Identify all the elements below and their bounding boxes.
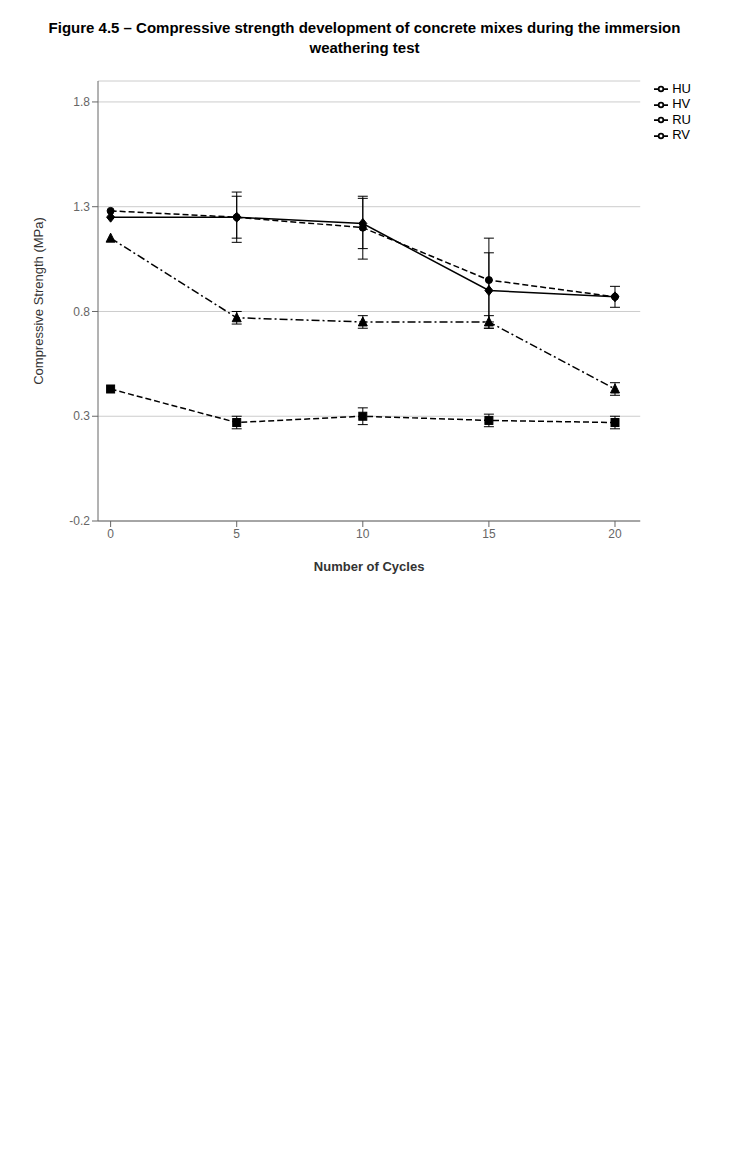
- html-text:Figure 4.5 – Compressive stren: Figure 4.5 – Compressive strength develo…: [48, 19, 681, 57]
- html-text:RV: RV: [672, 127, 690, 143]
- svg-text:1.3: 1.3: [73, 199, 90, 213]
- svg-text:1.8: 1.8: [73, 95, 90, 109]
- svg-text:Number of Cycles: Number of Cycles: [314, 559, 425, 574]
- svg-text:Compressive Strength (MPa): Compressive Strength (MPa): [31, 217, 46, 385]
- svg-text:20: 20: [608, 526, 622, 540]
- html-text:RU: RU: [672, 111, 691, 127]
- svg-text:-0.2: -0.2: [69, 514, 90, 528]
- html-text:HU: HU: [672, 80, 691, 96]
- svg-text:15: 15: [482, 526, 496, 540]
- svg-text:0: 0: [107, 526, 114, 540]
- svg-text:0.8: 0.8: [73, 304, 90, 318]
- svg-text:5: 5: [233, 526, 240, 540]
- svg-text:0.3: 0.3: [73, 409, 90, 423]
- svg-text:10: 10: [356, 526, 370, 540]
- html-text:HV: HV: [672, 96, 691, 112]
